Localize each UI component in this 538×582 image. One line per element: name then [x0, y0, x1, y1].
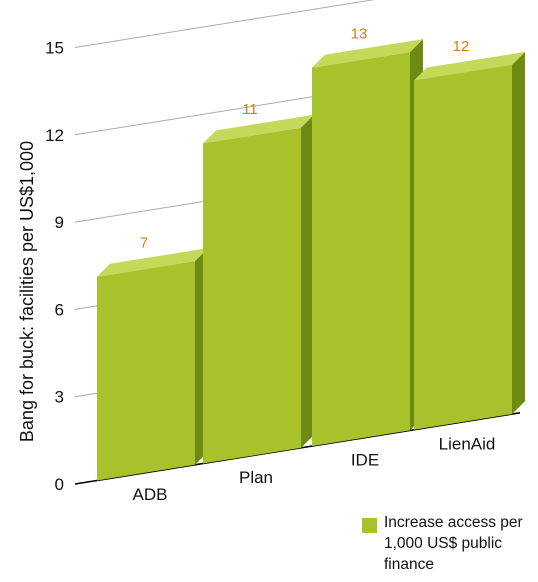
- bars: [97, 39, 525, 481]
- legend-swatch: [362, 518, 377, 533]
- bar: [312, 39, 423, 447]
- y-tick-label: 12: [45, 126, 64, 145]
- bar-front: [312, 52, 410, 447]
- gridline: [74, 0, 376, 48]
- bar: [97, 248, 208, 481]
- bar-side: [512, 51, 525, 415]
- bar-top: [312, 39, 423, 68]
- data-labels: 7 11 13 12: [140, 25, 470, 251]
- bar: [414, 51, 525, 430]
- x-tick-label: IDE: [351, 451, 379, 470]
- data-label: 7: [140, 234, 148, 251]
- bar-top: [203, 114, 314, 144]
- y-tick-label: 0: [55, 475, 64, 494]
- y-axis-label: Bang for buck: facilities per US$1,000: [18, 0, 38, 582]
- y-tick-label: 6: [55, 300, 64, 319]
- y-tick-label: 3: [55, 388, 64, 407]
- data-label: 13: [351, 25, 368, 42]
- x-tick-label: ADB: [133, 485, 168, 504]
- y-axis-label-text: Bang for buck: facilities per US$1,000: [17, 140, 38, 442]
- x-tick-label: LienAid: [439, 434, 496, 453]
- y-tick-labels: 0 3 6 9 12 15: [45, 39, 64, 495]
- bar-front: [414, 64, 512, 430]
- y-tick-label: 9: [55, 213, 64, 232]
- bar-top: [97, 248, 208, 277]
- x-tick-labels: ADB Plan IDE LienAid: [133, 434, 496, 504]
- legend-label: Increase access per 1,000 US$ public fin…: [384, 514, 523, 573]
- bar-top: [414, 51, 525, 81]
- data-label: 11: [242, 101, 258, 118]
- bar-front: [97, 261, 195, 481]
- bar-front: [203, 127, 301, 464]
- y-tick-label: 15: [45, 39, 64, 58]
- bar: [203, 114, 314, 464]
- data-label: 12: [453, 38, 470, 55]
- bar-side: [301, 114, 314, 448]
- x-tick-label: Plan: [239, 468, 273, 487]
